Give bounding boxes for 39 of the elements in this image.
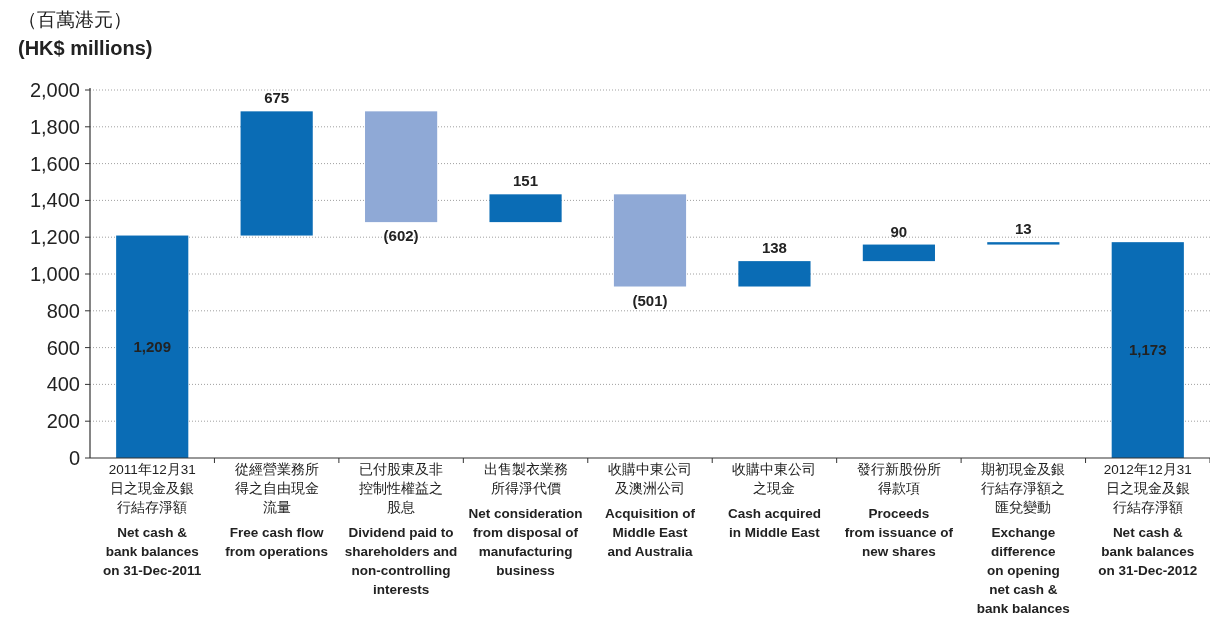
data-label: 1,173 (1129, 341, 1167, 359)
y-axis-title: （百萬港元） (HK$ millions) (18, 9, 153, 59)
x-tick-label: 2012年12月31日之現金及銀行結存淨額 Net cash & bank balances on 31-Dec-2012 (1098, 462, 1198, 578)
x-tick-label: 收購中東公司及澳洲公司 Acquisition of Middle East and Australia (605, 462, 696, 559)
x-tick-label: 期初現金及銀行結存淨額之匯兌變動 Exchange difference on opening net cash & bank balances (976, 462, 1070, 616)
data-label: 13 (1014, 220, 1032, 238)
data-label: 151 (513, 172, 539, 190)
x-tick-label: 收購中東公司之現金 Cash acquired in Middle East (727, 462, 821, 540)
y-tick-label: 1,600 (29, 152, 80, 175)
data-label: 138 (761, 239, 787, 257)
y-tick-label: 600 (46, 336, 80, 359)
bar (987, 242, 1060, 245)
bar (365, 111, 438, 223)
y-tick-label: 800 (46, 299, 80, 322)
x-tick-label: 發行新股份所得款項 Proceeds from issuance of new shares (844, 462, 954, 559)
bar (738, 261, 811, 287)
x-tick-label: 出售製衣業務所得淨代價 Net consideration from disposal of manufacturing business (468, 462, 583, 578)
y-tick-label: 1,800 (29, 115, 80, 138)
y-tick-label: 1,000 (29, 263, 80, 285)
y-tick-label: 200 (46, 410, 80, 433)
data-label: (501) (632, 291, 668, 309)
x-tick-label: 2011年12月31日之現金及銀行結存淨額 Net cash & bank balances on 31-Dec-2011 (103, 462, 202, 578)
bar (489, 194, 562, 223)
y-tick-label: 1,400 (29, 189, 80, 212)
data-label: 90 (890, 222, 908, 240)
bar (613, 194, 687, 287)
y-tick-label: 0 (68, 447, 80, 469)
bar (116, 235, 189, 458)
y-tick-label: 400 (46, 373, 80, 396)
bar (1111, 242, 1184, 458)
x-tick-label: 從經營業務所得之自由現金流量 Free cash flow from operations (225, 462, 329, 559)
x-tick-label: 已付股東及非控制性權益之股息 Dividend paid to shareholders and non-controlling interests (344, 462, 458, 597)
data-label: (602) (383, 227, 419, 245)
data-label: 1,209 (133, 337, 171, 355)
bar (240, 111, 313, 236)
y-tick-label: 2,000 (29, 79, 80, 101)
y-tick-label: 1,200 (29, 226, 80, 249)
data-label: 675 (264, 89, 290, 107)
bar (862, 244, 935, 262)
